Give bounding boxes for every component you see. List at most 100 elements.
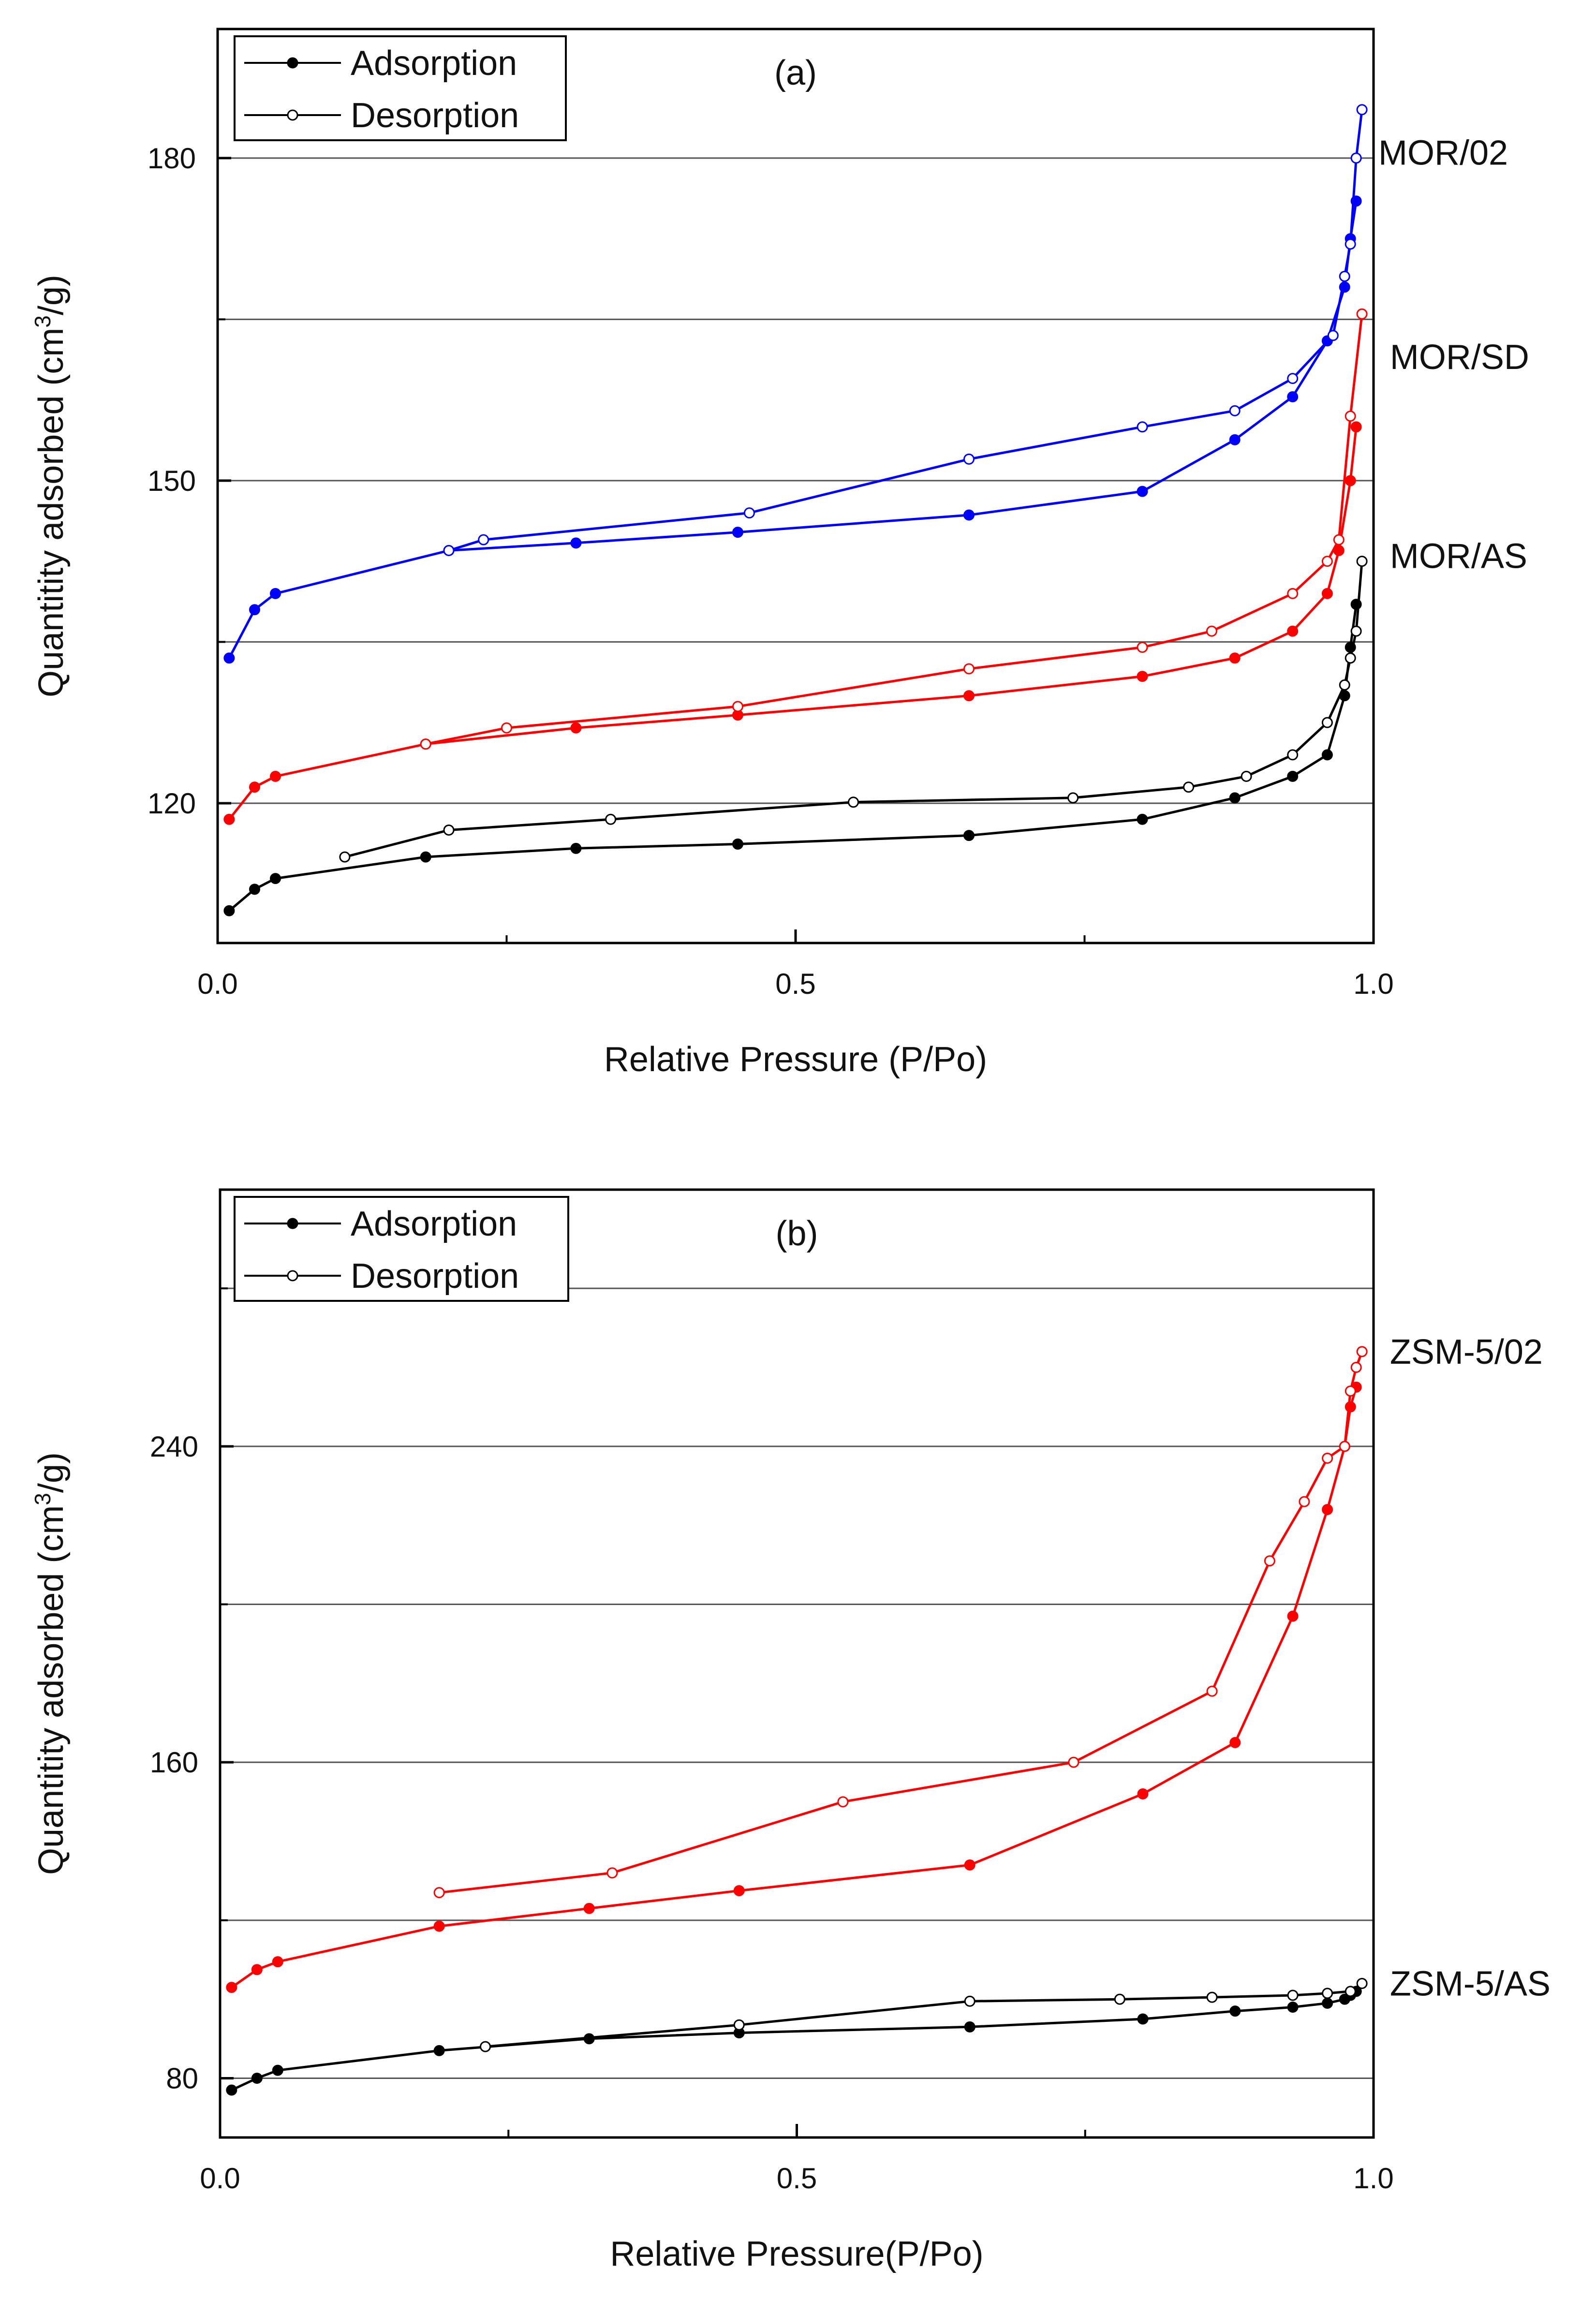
adsorption-point bbox=[583, 2033, 595, 2045]
adsorption-point bbox=[1321, 588, 1333, 599]
y-tick-label: 150 bbox=[148, 465, 196, 497]
adsorption-point bbox=[433, 1920, 445, 1932]
desorption-point bbox=[1356, 1978, 1368, 1989]
desorption-point bbox=[1206, 1685, 1218, 1697]
x-tick-label: 0.5 bbox=[777, 2162, 817, 2195]
adsorption-point bbox=[1229, 1737, 1241, 1748]
adsorption-point bbox=[1345, 1401, 1356, 1413]
desorption-point bbox=[1137, 421, 1148, 433]
y-axis-label: Quantitity adsorbed (cm3/g) bbox=[30, 275, 71, 697]
legend-marker-desorption bbox=[287, 109, 298, 121]
desorption-point bbox=[1350, 1362, 1362, 1373]
desorption-point bbox=[1345, 1986, 1356, 1997]
desorption-line-mor-02 bbox=[448, 109, 1363, 552]
desorption-point bbox=[963, 663, 975, 675]
desorption-point bbox=[1287, 1990, 1299, 2001]
series-label-mor-sd: MOR/SD bbox=[1390, 338, 1529, 377]
adsorption-point bbox=[249, 781, 260, 793]
desorption-point bbox=[1114, 1993, 1125, 2005]
y-tick-label: 180 bbox=[148, 142, 196, 175]
legend-entry-adsorption: Adsorption bbox=[244, 44, 517, 83]
adsorption-point bbox=[1350, 599, 1362, 610]
adsorption-point bbox=[226, 1982, 237, 1993]
desorption-point bbox=[1345, 652, 1356, 664]
desorption-point bbox=[1067, 792, 1079, 804]
desorption-point bbox=[1345, 1385, 1356, 1397]
adsorption-point bbox=[272, 1956, 283, 1968]
legend-marker-desorption bbox=[287, 1270, 298, 1282]
desorption-point bbox=[420, 738, 431, 750]
adsorption-line-mor-sd bbox=[228, 427, 1358, 820]
desorption-point bbox=[1350, 152, 1362, 164]
adsorption-point bbox=[249, 604, 260, 616]
desorption-point bbox=[1068, 1756, 1079, 1768]
adsorption-line-zsm-5-02 bbox=[231, 1386, 1358, 1989]
adsorption-point bbox=[1339, 281, 1350, 293]
desorption-point bbox=[605, 813, 617, 825]
desorption-point bbox=[1321, 717, 1333, 728]
desorption-point bbox=[1137, 642, 1148, 653]
y-ticks: 80 160 240 bbox=[150, 1287, 234, 2095]
y-ticks: 120 150 180 bbox=[148, 142, 231, 820]
desorption-point bbox=[1333, 534, 1345, 545]
adsorption-point bbox=[964, 1859, 975, 1871]
x-tick-label: 0.0 bbox=[200, 2162, 240, 2195]
adsorption-point bbox=[249, 884, 260, 895]
desorption-point bbox=[1322, 1988, 1333, 1999]
desorption-point bbox=[963, 453, 975, 465]
y-axis-label-superscript: 3 bbox=[30, 1493, 55, 1505]
desorption-point bbox=[837, 1796, 849, 1808]
desorption-point bbox=[1356, 308, 1368, 320]
adsorption-point bbox=[1287, 2002, 1299, 2013]
desorption-point bbox=[733, 2019, 745, 2031]
legend-label-desorption: Desorption bbox=[351, 1257, 519, 1296]
x-tick-label: 1.0 bbox=[1353, 968, 1393, 1000]
series-zsm-5-02: ZSM-5/02 bbox=[226, 1333, 1543, 1993]
y-axis-label-tail: /g) bbox=[32, 1452, 71, 1493]
desorption-point bbox=[1345, 410, 1356, 422]
desorption-point bbox=[1321, 556, 1333, 567]
legend-label-adsorption: Adsorption bbox=[351, 1205, 517, 1243]
adsorption-point bbox=[1345, 475, 1356, 486]
desorption-point bbox=[1183, 781, 1195, 793]
adsorption-point bbox=[732, 527, 743, 538]
desorption-point bbox=[443, 545, 455, 556]
adsorption-point bbox=[1287, 1610, 1299, 1622]
adsorption-point bbox=[1229, 792, 1241, 804]
adsorption-point bbox=[1287, 770, 1299, 782]
adsorption-point bbox=[1229, 652, 1241, 664]
adsorption-point bbox=[270, 873, 281, 884]
adsorption-point bbox=[1350, 195, 1362, 207]
desorption-point bbox=[1287, 373, 1299, 384]
adsorption-point bbox=[223, 652, 235, 664]
x-tick-label: 0.0 bbox=[197, 968, 237, 1000]
legend-marker-adsorption bbox=[287, 1218, 298, 1229]
adsorption-point bbox=[1287, 625, 1299, 637]
gridlines bbox=[218, 157, 1374, 804]
series-label-mor-as: MOR/AS bbox=[1390, 537, 1527, 576]
adsorption-point bbox=[420, 851, 431, 863]
desorption-point bbox=[964, 1995, 975, 2007]
adsorption-point bbox=[223, 905, 235, 916]
adsorption-point bbox=[1333, 545, 1345, 556]
adsorption-point bbox=[272, 2064, 283, 2076]
adsorption-point bbox=[583, 1902, 595, 1914]
desorption-point bbox=[1287, 749, 1299, 761]
y-axis-label-main: Quantitity adsorbed (cm bbox=[32, 1505, 71, 1875]
adsorption-point bbox=[270, 588, 281, 599]
desorption-point bbox=[1299, 1496, 1310, 1507]
desorption-point bbox=[732, 701, 743, 712]
desorption-point bbox=[1356, 556, 1368, 567]
y-axis-label-tail: /g) bbox=[32, 275, 71, 315]
adsorption-point bbox=[570, 842, 582, 854]
adsorption-point bbox=[733, 1885, 745, 1897]
desorption-point bbox=[1327, 330, 1339, 341]
adsorption-point bbox=[1287, 391, 1299, 402]
series-label-mor-02: MOR/02 bbox=[1378, 134, 1508, 173]
adsorption-point bbox=[964, 2021, 975, 2033]
desorption-point bbox=[478, 534, 489, 545]
series-mor-sd: MOR/SD bbox=[223, 308, 1529, 825]
chart-panel-a: 0.0 0.5 1.0 120 150 180 MOR/02 MOR/SD MOR/AS (… bbox=[30, 28, 1529, 1079]
